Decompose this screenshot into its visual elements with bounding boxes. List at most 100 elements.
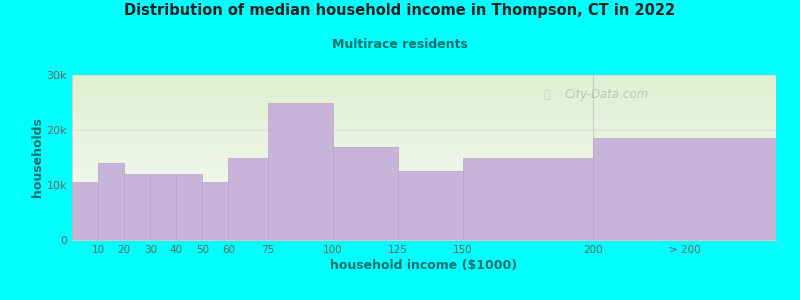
Bar: [72, 94, 776, 95]
Bar: [72, 172, 776, 173]
Bar: [72, 178, 776, 179]
Bar: [72, 159, 776, 160]
Bar: [72, 127, 776, 128]
Bar: [72, 106, 776, 107]
Bar: [72, 212, 776, 213]
Bar: [72, 118, 776, 119]
Bar: [333, 146, 398, 240]
Bar: [72, 194, 776, 195]
Bar: [72, 206, 776, 207]
Bar: [72, 132, 776, 133]
Bar: [72, 152, 776, 153]
Bar: [72, 216, 776, 217]
Bar: [72, 221, 776, 222]
Bar: [72, 215, 776, 216]
Bar: [72, 102, 776, 103]
Bar: [72, 234, 776, 235]
Bar: [72, 207, 776, 208]
Bar: [72, 90, 776, 91]
Bar: [72, 218, 776, 219]
Bar: [72, 117, 776, 118]
Bar: [150, 174, 176, 240]
Bar: [72, 103, 776, 104]
Bar: [72, 154, 776, 155]
Bar: [229, 158, 267, 240]
Bar: [72, 203, 776, 204]
Bar: [72, 198, 776, 199]
Bar: [72, 211, 776, 212]
Bar: [202, 182, 229, 240]
Bar: [72, 121, 776, 122]
Bar: [72, 133, 776, 134]
Text: City-Data.com: City-Data.com: [565, 88, 649, 101]
Bar: [72, 213, 776, 214]
Text: 🌐: 🌐: [544, 90, 550, 100]
Bar: [72, 160, 776, 161]
Bar: [72, 151, 776, 152]
Bar: [72, 179, 776, 180]
Bar: [72, 186, 776, 187]
Bar: [72, 78, 776, 79]
Bar: [72, 237, 776, 238]
Bar: [72, 227, 776, 228]
Bar: [72, 111, 776, 112]
Bar: [72, 123, 776, 124]
Bar: [72, 182, 98, 240]
Bar: [72, 114, 776, 115]
Bar: [463, 158, 594, 240]
Bar: [72, 82, 776, 83]
Bar: [72, 158, 776, 159]
Bar: [72, 200, 776, 201]
Bar: [72, 208, 776, 209]
Bar: [72, 220, 776, 221]
Bar: [72, 235, 776, 236]
Bar: [72, 143, 776, 144]
Bar: [176, 174, 202, 240]
Bar: [72, 104, 776, 105]
Bar: [72, 185, 776, 186]
Bar: [72, 174, 776, 175]
Bar: [72, 99, 776, 100]
Bar: [72, 224, 776, 225]
Bar: [72, 89, 776, 90]
Bar: [72, 210, 776, 211]
Bar: [267, 103, 333, 240]
Bar: [398, 171, 463, 240]
Bar: [72, 125, 776, 126]
Bar: [72, 97, 776, 98]
Bar: [72, 116, 776, 117]
Bar: [72, 169, 776, 170]
Bar: [72, 84, 776, 85]
Bar: [72, 115, 776, 116]
Bar: [72, 195, 776, 196]
Bar: [72, 177, 776, 178]
Bar: [72, 228, 776, 229]
Bar: [72, 173, 776, 174]
Bar: [72, 222, 776, 223]
Bar: [72, 112, 776, 113]
Bar: [72, 148, 776, 149]
Bar: [72, 76, 776, 77]
Bar: [72, 85, 776, 86]
Bar: [72, 239, 776, 240]
Bar: [72, 138, 776, 139]
Bar: [72, 79, 776, 80]
Bar: [72, 81, 776, 82]
Bar: [72, 201, 776, 202]
Bar: [72, 205, 776, 206]
Bar: [72, 161, 776, 162]
Bar: [72, 153, 776, 154]
Bar: [72, 164, 776, 165]
Bar: [72, 214, 776, 215]
Y-axis label: households: households: [30, 118, 44, 197]
Bar: [72, 176, 776, 177]
Bar: [72, 86, 776, 87]
Bar: [72, 108, 776, 109]
Bar: [72, 87, 776, 88]
Bar: [72, 189, 776, 190]
Bar: [98, 163, 124, 240]
Bar: [72, 168, 776, 169]
Bar: [72, 77, 776, 78]
Bar: [72, 110, 776, 111]
Bar: [72, 183, 776, 184]
